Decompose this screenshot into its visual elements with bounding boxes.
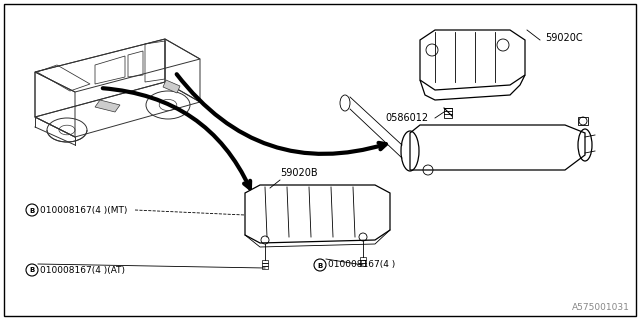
Bar (360, 263, 366, 266)
Bar (262, 266, 268, 268)
Bar (444, 108, 452, 118)
Bar (262, 260, 268, 262)
Text: 59020B: 59020B (280, 168, 317, 178)
Text: 010008167(4 )(MT): 010008167(4 )(MT) (40, 205, 127, 214)
Bar (360, 257, 366, 260)
Polygon shape (163, 80, 180, 93)
Text: B: B (29, 207, 35, 213)
Text: 010008167(4 )(AT): 010008167(4 )(AT) (40, 266, 125, 275)
Text: 0586012: 0586012 (385, 113, 428, 123)
Text: 59020C: 59020C (545, 33, 582, 43)
Bar (360, 260, 366, 262)
Text: B: B (29, 268, 35, 274)
Text: 010008167(4 ): 010008167(4 ) (328, 260, 396, 269)
Text: A575001031: A575001031 (572, 303, 630, 312)
Polygon shape (95, 100, 120, 112)
Text: B: B (317, 262, 323, 268)
Bar (262, 263, 268, 266)
